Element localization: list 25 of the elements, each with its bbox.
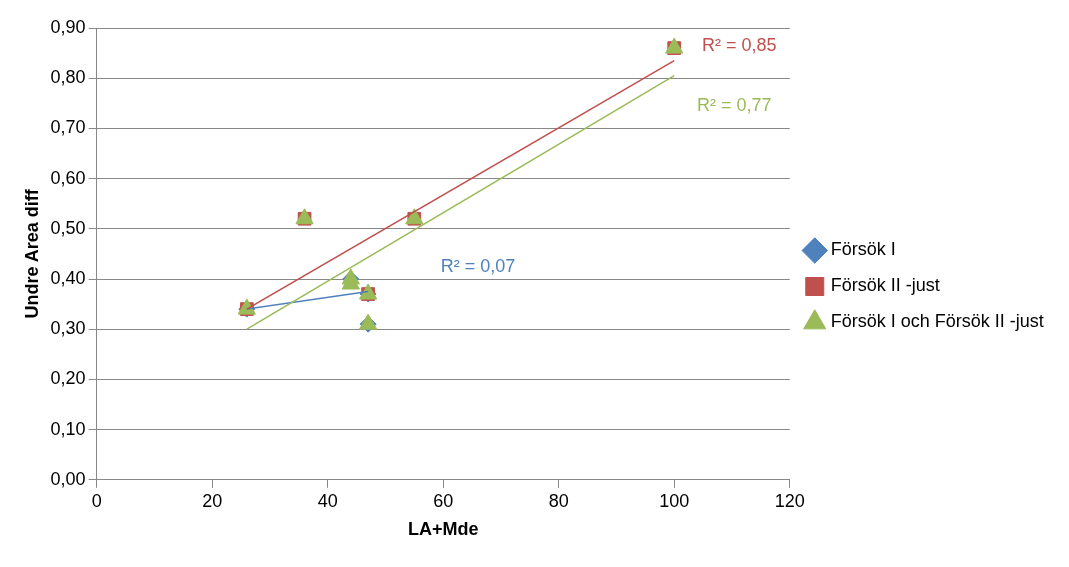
x-tick-label: 100 — [659, 490, 690, 511]
y-tick-label: 0,60 — [50, 167, 86, 188]
x-tick-label: 120 — [774, 490, 805, 511]
legend-label: Försök I och Försök II -just — [830, 311, 1044, 332]
annotation: R² = 0,07 — [440, 255, 516, 276]
y-tick-label: 0,50 — [50, 217, 86, 238]
y-tick-label: 0,00 — [50, 468, 86, 489]
x-tick-label: 40 — [317, 490, 338, 511]
annotation: R² = 0,85 — [701, 34, 777, 55]
y-axis-title: Undre Area diff — [21, 188, 42, 319]
annotation: R² = 0,77 — [696, 94, 772, 115]
y-tick-label: 0,80 — [50, 67, 86, 88]
y-tick-label: 0,30 — [50, 318, 86, 339]
x-tick-label: 0 — [91, 490, 102, 511]
x-tick-label: 80 — [548, 490, 569, 511]
x-tick-label: 20 — [202, 490, 223, 511]
y-tick-label: 0,90 — [50, 16, 86, 37]
x-tick-label: 60 — [433, 490, 454, 511]
legend-label: Försök I — [830, 239, 896, 260]
y-tick-label: 0,40 — [50, 267, 86, 288]
y-tick-label: 0,10 — [50, 418, 86, 439]
legend-label: Försök II -just — [830, 275, 940, 296]
x-axis-title: LA+Mde — [407, 519, 479, 540]
y-tick-label: 0,70 — [50, 117, 86, 138]
y-tick-label: 0,20 — [50, 368, 86, 389]
